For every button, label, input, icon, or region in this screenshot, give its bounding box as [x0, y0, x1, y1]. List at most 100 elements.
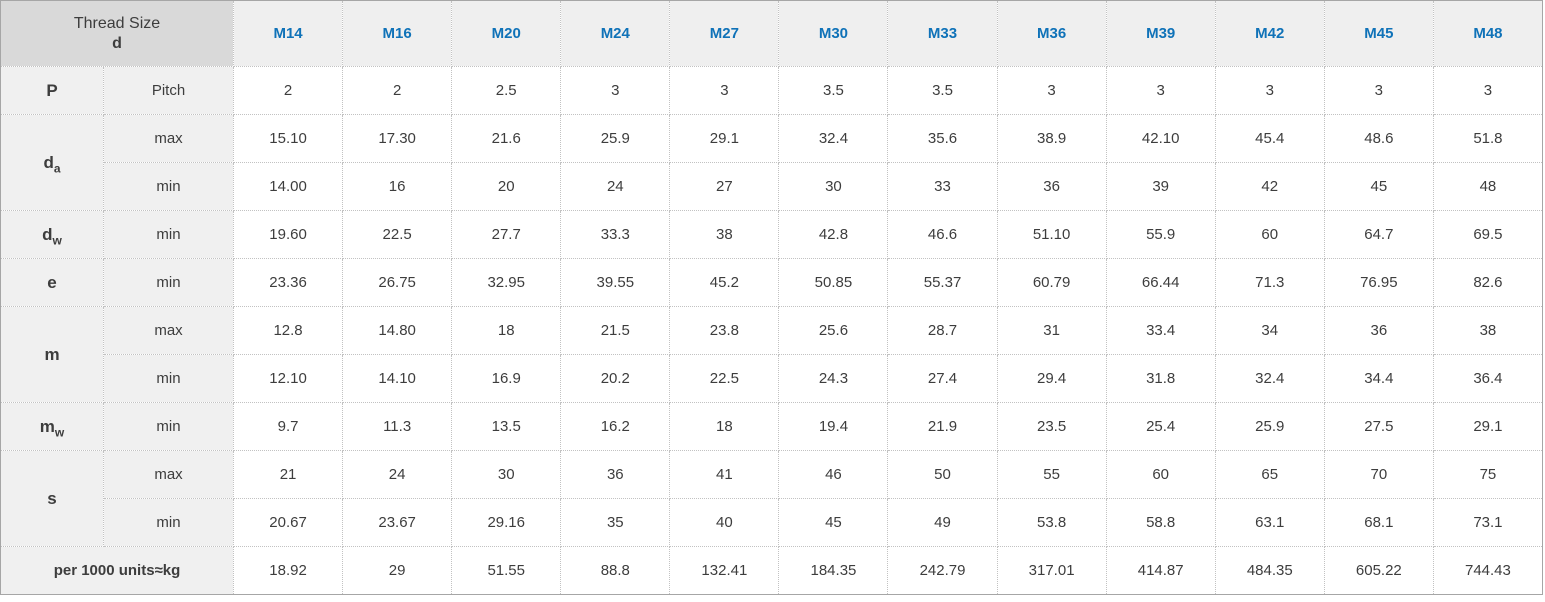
cell-s-max-m36: 55 [996, 450, 1107, 499]
cell-s-min-m14: 20.67 [233, 498, 344, 547]
cell-weight-m16: 29 [342, 546, 453, 595]
row-group-label-da: da [0, 114, 104, 211]
cell-mw-min-m24: 16.2 [560, 402, 671, 451]
row-sublabel-mw-min: min [102, 402, 235, 451]
column-header-m36: M36 [996, 0, 1107, 67]
cell-dw-min-m39: 55.9 [1105, 210, 1216, 259]
cell-mw-min-m48: 29.1 [1432, 402, 1544, 451]
cell-dw-min-m48: 69.5 [1432, 210, 1544, 259]
cell-s-min-m48: 73.1 [1432, 498, 1544, 547]
cell-P-pitch-m30: 3.5 [778, 66, 889, 115]
cell-da-max-m16: 17.30 [342, 114, 453, 163]
cell-e-min-m30: 50.85 [778, 258, 889, 307]
table-row-m-max: m max 12.8 14.80 18 21.5 23.8 25.6 28.7 31 33.4 34 3… [0, 306, 1544, 403]
cell-s-min-m20: 29.16 [451, 498, 562, 547]
cell-e-min-m36: 60.79 [996, 258, 1107, 307]
cell-da-max-m33: 35.6 [887, 114, 998, 163]
row-sublabel-P-pitch: Pitch [102, 66, 235, 115]
cell-da-min-m36: 36 [996, 162, 1107, 211]
cell-s-max-m24: 36 [560, 450, 671, 499]
cell-s-max-m20: 30 [451, 450, 562, 499]
cell-da-max-m48: 51.8 [1432, 114, 1544, 163]
column-header-m14: M14 [233, 0, 344, 67]
cell-m-min-m27: 22.5 [669, 354, 780, 403]
cell-da-max-m30: 32.4 [778, 114, 889, 163]
cell-m-min-m48: 36.4 [1432, 354, 1544, 403]
cell-s-min-m24: 35 [560, 498, 671, 547]
cell-m-max-m27: 23.8 [669, 306, 780, 355]
cell-m-max-m39: 33.4 [1105, 306, 1216, 355]
cell-m-min-m36: 29.4 [996, 354, 1107, 403]
cell-dw-min-m20: 27.7 [451, 210, 562, 259]
row-sublabel-s-min: min [102, 498, 235, 547]
cell-s-min-m16: 23.67 [342, 498, 453, 547]
cell-m-max-m36: 31 [996, 306, 1107, 355]
cell-weight-m36: 317.01 [996, 546, 1107, 595]
cell-P-pitch-m33: 3.5 [887, 66, 998, 115]
cell-dw-min-m16: 22.5 [342, 210, 453, 259]
cell-s-max-m39: 60 [1105, 450, 1216, 499]
cell-s-max-m27: 41 [669, 450, 780, 499]
cell-s-min-m30: 45 [778, 498, 889, 547]
row-group-label-s: s [0, 450, 104, 547]
cell-da-min-m14: 14.00 [233, 162, 344, 211]
cell-s-max-m42: 65 [1214, 450, 1325, 499]
cell-mw-min-m39: 25.4 [1105, 402, 1216, 451]
cell-s-min-m45: 68.1 [1323, 498, 1434, 547]
cell-m-max-m24: 21.5 [560, 306, 671, 355]
cell-m-min-m39: 31.8 [1105, 354, 1216, 403]
cell-m-max-m16: 14.80 [342, 306, 453, 355]
cell-P-pitch-m39: 3 [1105, 66, 1216, 115]
column-header-m30: M30 [778, 0, 889, 67]
cell-dw-min-m27: 38 [669, 210, 780, 259]
column-header-m48: M48 [1432, 0, 1544, 67]
cell-e-min-m27: 45.2 [669, 258, 780, 307]
table-row-mw-min: mw min 9.7 11.3 13.5 16.2 18 19.4 21.9 23.5 25.4 25… [0, 402, 1544, 451]
cell-P-pitch-m24: 3 [560, 66, 671, 115]
cell-weight-m20: 51.55 [451, 546, 562, 595]
cell-m-max-m14: 12.8 [233, 306, 344, 355]
cell-P-pitch-m42: 3 [1214, 66, 1325, 115]
table-row-weight: per 1000 units≈kg 18.92 29 51.55 88.8 132.41 1… [0, 546, 1544, 595]
cell-da-min-m45: 45 [1323, 162, 1434, 211]
corner-header-cell: Thread Size d [0, 0, 235, 67]
cell-da-max-m14: 15.10 [233, 114, 344, 163]
cell-P-pitch-m20: 2.5 [451, 66, 562, 115]
cell-s-max-m14: 21 [233, 450, 344, 499]
cell-da-min-m30: 30 [778, 162, 889, 211]
cell-da-min-m27: 27 [669, 162, 780, 211]
row-group-label-mw: mw [0, 402, 104, 451]
corner-title: Thread Size [73, 14, 161, 32]
cell-s-min-m42: 63.1 [1214, 498, 1325, 547]
cell-m-max-m45: 36 [1323, 306, 1434, 355]
cell-dw-min-m30: 42.8 [778, 210, 889, 259]
cell-e-min-m24: 39.55 [560, 258, 671, 307]
cell-m-max-m42: 34 [1214, 306, 1325, 355]
cell-mw-min-m36: 23.5 [996, 402, 1107, 451]
cell-P-pitch-m48: 3 [1432, 66, 1544, 115]
cell-P-pitch-m14: 2 [233, 66, 344, 115]
cell-e-min-m20: 32.95 [451, 258, 562, 307]
row-sublabel-m-max: max [102, 306, 235, 355]
cell-dw-min-m42: 60 [1214, 210, 1325, 259]
table-header-row: Thread Size d M14 M16 M20 M24 M27 M30 M33 M36 M3… [0, 0, 1544, 67]
row-sublabel-s-max: max [102, 450, 235, 499]
cell-m-min-m16: 14.10 [342, 354, 453, 403]
cell-e-min-m45: 76.95 [1323, 258, 1434, 307]
cell-weight-m30: 184.35 [778, 546, 889, 595]
cell-da-min-m24: 24 [560, 162, 671, 211]
cell-s-max-m16: 24 [342, 450, 453, 499]
cell-da-min-m20: 20 [451, 162, 562, 211]
cell-da-min-m39: 39 [1105, 162, 1216, 211]
cell-s-max-m33: 50 [887, 450, 998, 499]
column-header-m24: M24 [560, 0, 671, 67]
cell-weight-m24: 88.8 [560, 546, 671, 595]
cell-s-min-m39: 58.8 [1105, 498, 1216, 547]
cell-m-min-m42: 32.4 [1214, 354, 1325, 403]
cell-m-max-m48: 38 [1432, 306, 1544, 355]
column-header-m27: M27 [669, 0, 780, 67]
cell-m-min-m45: 34.4 [1323, 354, 1434, 403]
cell-dw-min-m24: 33.3 [560, 210, 671, 259]
cell-e-min-m48: 82.6 [1432, 258, 1544, 307]
cell-weight-m33: 242.79 [887, 546, 998, 595]
